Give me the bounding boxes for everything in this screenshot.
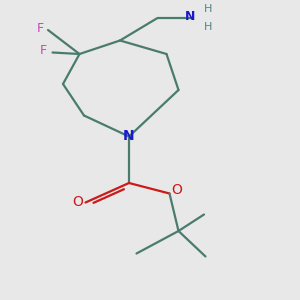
Text: O: O: [172, 184, 182, 197]
Text: N: N: [123, 130, 135, 143]
Text: N: N: [185, 10, 196, 23]
Text: F: F: [40, 44, 47, 58]
Text: H: H: [204, 4, 213, 14]
Text: O: O: [73, 196, 83, 209]
Text: F: F: [37, 22, 44, 35]
Text: H: H: [204, 22, 213, 32]
